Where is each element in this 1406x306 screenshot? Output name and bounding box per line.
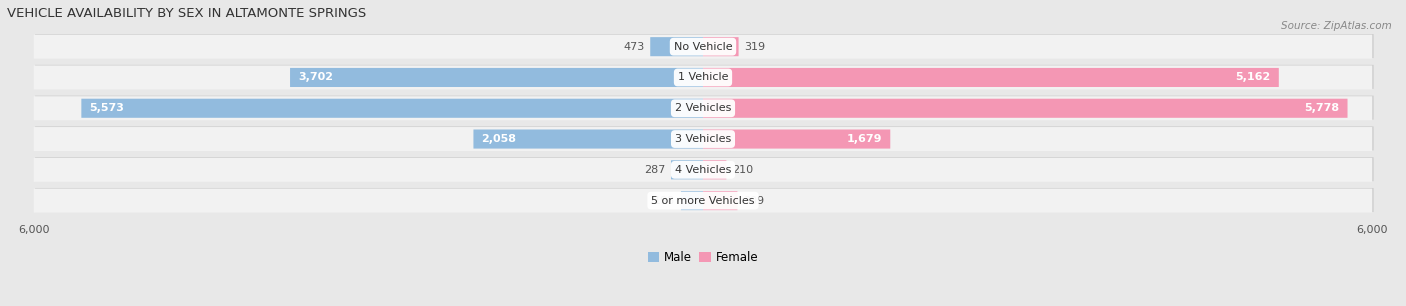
FancyBboxPatch shape xyxy=(703,129,890,149)
FancyBboxPatch shape xyxy=(34,65,1372,89)
Text: 2,058: 2,058 xyxy=(481,134,516,144)
Text: 5,162: 5,162 xyxy=(1236,73,1271,82)
Text: 5,778: 5,778 xyxy=(1305,103,1340,113)
Text: 2 Vehicles: 2 Vehicles xyxy=(675,103,731,113)
Legend: Male, Female: Male, Female xyxy=(643,247,763,269)
FancyBboxPatch shape xyxy=(34,35,1372,59)
FancyBboxPatch shape xyxy=(703,160,727,179)
FancyBboxPatch shape xyxy=(290,68,703,87)
FancyBboxPatch shape xyxy=(35,65,1374,89)
FancyBboxPatch shape xyxy=(703,191,738,210)
FancyBboxPatch shape xyxy=(35,188,1374,212)
Text: 473: 473 xyxy=(624,42,645,52)
Text: 1 Vehicle: 1 Vehicle xyxy=(678,73,728,82)
FancyBboxPatch shape xyxy=(703,37,738,56)
Text: 198: 198 xyxy=(654,196,675,206)
FancyBboxPatch shape xyxy=(34,158,1372,182)
FancyBboxPatch shape xyxy=(82,99,703,118)
Text: No Vehicle: No Vehicle xyxy=(673,42,733,52)
FancyBboxPatch shape xyxy=(35,96,1374,120)
FancyBboxPatch shape xyxy=(35,157,1374,181)
FancyBboxPatch shape xyxy=(650,37,703,56)
FancyBboxPatch shape xyxy=(474,129,703,149)
FancyBboxPatch shape xyxy=(34,96,1372,120)
FancyBboxPatch shape xyxy=(703,99,1347,118)
Text: 5,573: 5,573 xyxy=(90,103,124,113)
Text: 287: 287 xyxy=(644,165,665,175)
FancyBboxPatch shape xyxy=(34,188,1372,213)
Text: 5 or more Vehicles: 5 or more Vehicles xyxy=(651,196,755,206)
Text: 4 Vehicles: 4 Vehicles xyxy=(675,165,731,175)
Text: 3,702: 3,702 xyxy=(298,73,333,82)
FancyBboxPatch shape xyxy=(34,127,1372,151)
Text: 1,679: 1,679 xyxy=(846,134,882,144)
Text: 309: 309 xyxy=(742,196,763,206)
Text: VEHICLE AVAILABILITY BY SEX IN ALTAMONTE SPRINGS: VEHICLE AVAILABILITY BY SEX IN ALTAMONTE… xyxy=(7,7,366,20)
Text: 319: 319 xyxy=(744,42,765,52)
FancyBboxPatch shape xyxy=(703,68,1279,87)
Text: 210: 210 xyxy=(731,165,752,175)
FancyBboxPatch shape xyxy=(35,126,1374,151)
Text: Source: ZipAtlas.com: Source: ZipAtlas.com xyxy=(1281,21,1392,32)
FancyBboxPatch shape xyxy=(671,160,703,179)
FancyBboxPatch shape xyxy=(681,191,703,210)
FancyBboxPatch shape xyxy=(35,34,1374,58)
Text: 3 Vehicles: 3 Vehicles xyxy=(675,134,731,144)
